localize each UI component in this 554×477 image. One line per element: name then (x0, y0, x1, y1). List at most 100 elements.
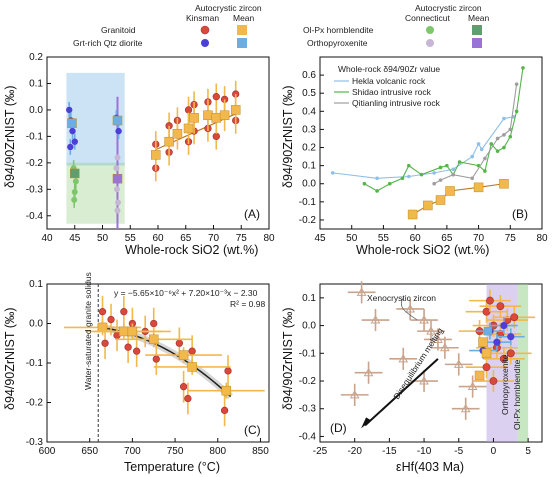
panel-b-series-point (514, 82, 519, 86)
panel-a-xtick-label: 65 (180, 233, 192, 244)
panel-c: 600 650 700 750 800 850 -0.3 -0.2 -0.1 0.0 0.1 (C)… (3, 272, 270, 474)
panel-c-marks: 600 650 700 750 800 850 -0.3 -0.2 -0.1 0.0 0.1 (26, 279, 269, 457)
panel-d-granitoid-point (499, 354, 508, 363)
panel-a-xtick-label: 75 (236, 233, 248, 244)
panel-b-series-point (508, 127, 513, 132)
panel-b-series-point (400, 176, 405, 181)
legend-heading-left: Autocrystic zircon (195, 3, 262, 13)
panel-a-opx-point (113, 165, 120, 172)
panel-c-mean (127, 326, 138, 337)
panel-d-xenocryst (419, 376, 429, 385)
panel-d-ytick-label: -0.4 (299, 431, 317, 442)
panel-a-opx-point (115, 199, 122, 206)
panel-a-label: (A) (244, 207, 260, 221)
panel-d: -25 -20 -15 -10 -5 0 5 -0.4 -0.3 -0.2 -0.1 0.0 0.1 (… (281, 281, 543, 474)
legend-col-mean2: Mean (468, 13, 490, 23)
panel-d-xenocryst (453, 359, 464, 368)
panel-d-ytick-label: 0.1 (302, 293, 316, 304)
panel-b-ytick-label: 0.4 (302, 106, 316, 117)
panel-a-ytick-label: -0.1 (26, 131, 44, 142)
panel-a-ytick-label: -0.2 (26, 158, 44, 169)
panel-a-xtick-label: 70 (208, 233, 220, 244)
panel-d-xenocryst (363, 367, 374, 377)
panel-a-diorite-point (115, 127, 122, 135)
panel-b-series-point (451, 167, 456, 172)
panel-d-xtick-label: -15 (382, 446, 397, 457)
panel-d-xenocryst (356, 287, 367, 296)
panel-b-series-point (502, 133, 506, 137)
panel-d-diorite-point (507, 333, 515, 341)
panel-d-xtick-label: -25 (313, 446, 328, 457)
panel-a-granitoid-mean (203, 110, 213, 120)
panel-b-xtick-label: 70 (473, 233, 485, 244)
panel-b-xtick-label: 65 (441, 233, 453, 244)
panel-b-series-point (521, 66, 525, 70)
panel-a-xtick-label: 55 (125, 233, 137, 244)
panel-c-kinsman-point (184, 394, 192, 403)
panel-b-granitoid-mean (407, 209, 418, 220)
panel-b-series-line (332, 116, 514, 179)
panel-b-series-point (470, 176, 475, 181)
panel-c-kinsman-point (124, 343, 132, 351)
panel-d-granitoid-point (486, 296, 494, 305)
panel-c-ytick-label: -0.3 (26, 437, 44, 448)
panel-b-series-point (445, 163, 449, 168)
legend-col-kinsman: Kinsman (186, 13, 219, 23)
panel-b-series-point (476, 142, 481, 146)
panel-b-xtick-label: 45 (314, 233, 326, 244)
panel-c-ylabel: δ94/90ZrNIST (‰) (3, 307, 17, 410)
panel-c-mean (178, 350, 189, 360)
panel-d-xtick-label: -20 (347, 446, 362, 457)
panel-b-series-point (489, 142, 494, 146)
panel-c-ytick-label: 0.0 (29, 319, 43, 330)
panel-c-xtick-label: 750 (167, 446, 184, 457)
panel-b-granitoid-mean (473, 182, 484, 193)
legend-heading-right: Autocrystic zircon (415, 3, 482, 13)
panel-c-xtick-label: 800 (209, 446, 226, 457)
panel-b-xtick-label: 75 (505, 233, 517, 244)
panel-d-xenocryst (370, 315, 381, 324)
legend-row-granitoid: Granitoid (101, 25, 136, 35)
panel-d-diseq-arrowhead (361, 417, 372, 429)
panel-b-series-point (502, 116, 506, 121)
panel-d-granitoid-point (510, 313, 519, 322)
panel-a-diorite-point (71, 138, 78, 145)
panel-c-xtick-label: 650 (81, 446, 98, 457)
legend-marker-opx-connecticut (426, 39, 434, 47)
panel-c-kinsman-point (175, 339, 183, 347)
panel-c-kinsman-point (98, 308, 107, 316)
panel-b-series-point (457, 160, 462, 164)
panel-a-xtick-label: 45 (69, 233, 81, 244)
panel-b-ylabel: δ94/90ZrNIST (‰) (281, 85, 295, 188)
panel-d-diorite-point (500, 321, 508, 330)
panel-a-olpx-point (71, 196, 78, 203)
panel-c-xtick-label: 600 (39, 446, 56, 457)
panel-d-ytick-label: -0.1 (299, 348, 317, 359)
panel-b-xtick-label: 55 (378, 233, 390, 244)
panel-d-xenocryst (440, 342, 450, 352)
panel-b-series-point (451, 172, 456, 177)
legend-col-connecticut: Connecticut (405, 13, 451, 23)
panel-a-opx-point (113, 186, 120, 193)
panel-b-ytick-label: 0.1 (302, 161, 316, 172)
panel-d-ytick-label: -0.3 (299, 404, 317, 415)
panel-b-series-point (362, 181, 367, 186)
panel-b-granitoid-mean (499, 178, 509, 189)
panel-a-granitoid-mean (211, 113, 222, 123)
legend-marker-granitoid-mean (237, 25, 247, 35)
panel-b-series-point (514, 109, 519, 114)
panel-a-xlabel: Whole-rock SiO2 (wt.%) (125, 243, 258, 257)
panel-d-opx-label: Orthopyroxenite (500, 354, 510, 415)
panel-d-ytick-label: 0.0 (302, 321, 316, 332)
panel-b-xtick-label: 50 (346, 233, 358, 244)
panel-a-ytick-label: 0.0 (29, 105, 43, 116)
panel-a-marks: 40 45 50 55 60 65 70 75 80 -0.4 -0.3 -0.2 -0.1 0.0 0.1… (26, 52, 275, 244)
panel-d-xeno-label: Xenocrystic zircon (367, 293, 436, 303)
panel-b-xtick-label: 60 (410, 233, 422, 244)
panel-d-granitoid-point (489, 377, 498, 385)
panel-b-marks: 45 50 55 60 65 70 75 80 -0.2 -0.1 0.0 0.1 0.2 0.3 0.4 0… (299, 66, 548, 244)
panel-b-series-point (330, 171, 335, 175)
panel-d-mean (474, 370, 485, 381)
panel-d-xenocryst (467, 381, 478, 391)
panel-a-granitoid-point (184, 106, 193, 114)
